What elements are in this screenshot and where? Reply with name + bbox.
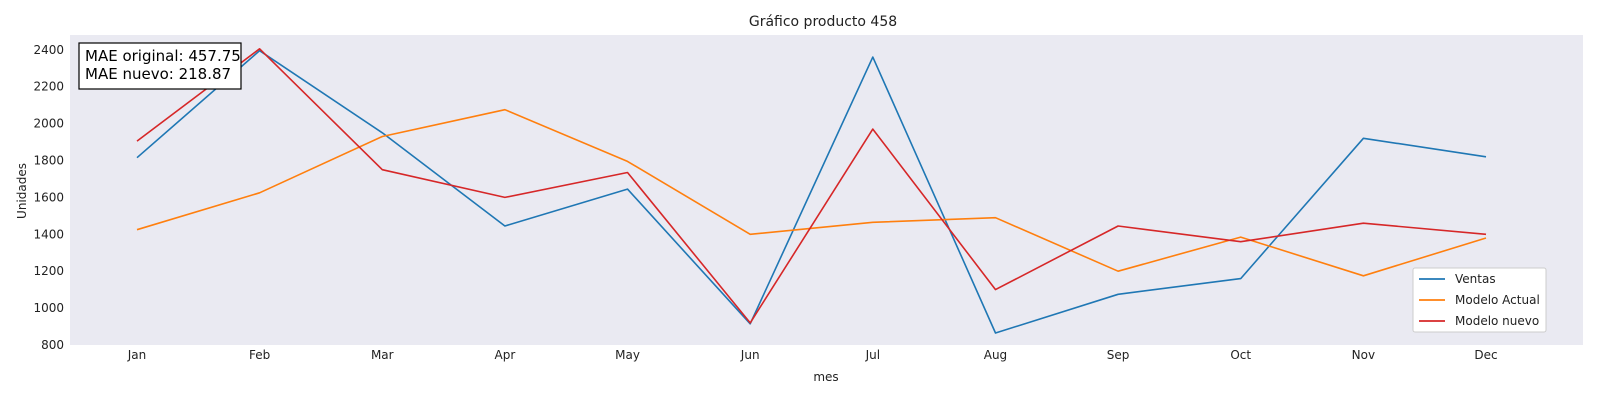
x-tick-label: Jun [740, 348, 760, 362]
series-line-modelo-actual [136, 108, 1487, 277]
y-tick-label: 1400 [33, 227, 64, 241]
x-tick-label: Oct [1230, 348, 1251, 362]
y-tick-label: 1200 [33, 264, 64, 278]
x-tick-label: Sep [1107, 348, 1130, 362]
x-axis-ticks: Jan Feb Mar Apr May Jun Jul Aug Sep Oct Nov Dec [127, 348, 1498, 362]
x-axis-label: mes [813, 370, 838, 384]
legend-entry: Modelo Actual [1455, 293, 1540, 307]
y-tick-label: 800 [41, 338, 64, 352]
series-line-modelo-nuevo [136, 47, 1487, 324]
mae-annotation-box [78, 42, 242, 90]
y-axis-label: Unidades [15, 163, 29, 219]
x-tick-label: May [615, 348, 640, 362]
x-tick-label: Nov [1352, 348, 1375, 362]
x-tick-label: Feb [249, 348, 270, 362]
x-tick-label: Jan [127, 348, 147, 362]
x-tick-label: Apr [495, 348, 516, 362]
y-tick-label: 2000 [33, 117, 64, 131]
y-tick-label: 1600 [33, 190, 64, 204]
legend: Ventas Modelo Actual Modelo nuevo [1412, 267, 1547, 333]
y-tick-label: 2200 [33, 80, 64, 94]
x-tick-label: Dec [1474, 348, 1497, 362]
legend-entry: Modelo nuevo [1455, 314, 1539, 328]
mae-original-text: MAE original: 457.75 [85, 47, 241, 65]
series-lines [136, 47, 1487, 334]
y-axis-ticks: 800 1000 1200 1400 1600 1800 2000 2200 2400 [33, 43, 64, 352]
legend-box [1412, 267, 1547, 333]
mae-annotation: MAE original: 457.75 MAE nuevo: 218.87 [78, 42, 242, 90]
y-tick-label: 2400 [33, 43, 64, 57]
x-tick-label: Jul [865, 348, 880, 362]
x-tick-label: Aug [984, 348, 1007, 362]
chart-title: Gráfico producto 458 [749, 14, 897, 30]
y-tick-label: 1000 [33, 301, 64, 315]
legend-entry: Ventas [1455, 272, 1496, 286]
y-tick-label: 1800 [33, 153, 64, 167]
mae-nuevo-text: MAE nuevo: 218.87 [85, 65, 231, 83]
x-tick-label: Mar [371, 348, 394, 362]
plot-area [70, 35, 1583, 345]
series-line-ventas [136, 49, 1487, 334]
